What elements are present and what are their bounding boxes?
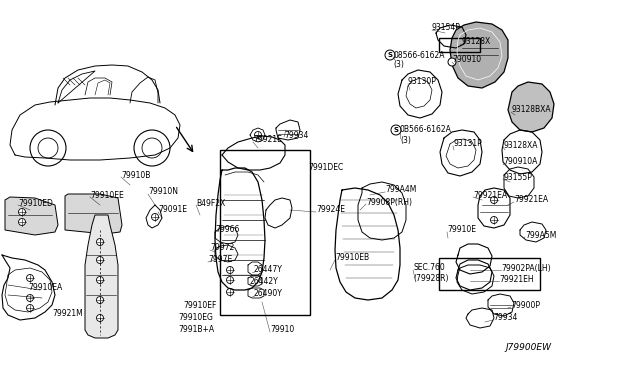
Text: 79934: 79934 [284,131,308,140]
Text: 08566-6162A: 08566-6162A [393,51,445,60]
Text: 79972: 79972 [210,244,234,253]
Text: 79910EE: 79910EE [90,190,124,199]
Text: 79921EH: 79921EH [499,275,534,283]
Text: 79910ED: 79910ED [18,199,53,208]
Text: S: S [394,127,399,133]
Circle shape [391,125,401,135]
Text: 93154P: 93154P [432,23,461,32]
Text: 79910EG: 79910EG [178,314,213,323]
Circle shape [97,276,104,283]
Circle shape [385,50,395,60]
Text: 79910B: 79910B [121,170,150,180]
Text: 799A5M: 799A5M [525,231,556,240]
Text: (3): (3) [400,135,411,144]
Circle shape [490,196,497,203]
Polygon shape [450,22,508,88]
Text: 79910EF: 79910EF [183,301,216,311]
Text: 790910A: 790910A [503,157,538,167]
Text: 79924E: 79924E [316,205,345,215]
Circle shape [97,257,104,263]
Circle shape [19,208,26,215]
Text: 0B566-6162A: 0B566-6162A [400,125,452,135]
Text: 79934: 79934 [493,314,517,323]
Circle shape [227,289,234,295]
Text: 79921EA: 79921EA [473,190,507,199]
Circle shape [227,266,234,273]
Circle shape [30,130,66,166]
Text: 79091E: 79091E [158,205,187,215]
Circle shape [490,217,497,224]
Text: 7997E: 7997E [208,256,232,264]
Text: J79900EW: J79900EW [505,343,551,353]
Text: 7991DEC: 7991DEC [308,163,343,171]
Text: 93130P: 93130P [408,77,437,87]
Bar [220,150,310,315]
Text: 790910: 790910 [452,55,481,64]
Circle shape [38,138,58,158]
Circle shape [97,296,104,304]
Polygon shape [85,215,118,338]
Bar [439,258,540,290]
Text: 93128BXA: 93128BXA [511,106,550,115]
Text: 26490Y: 26490Y [254,289,283,298]
Text: 79908P(RH): 79908P(RH) [366,198,412,206]
Text: 26442Y: 26442Y [249,278,278,286]
Circle shape [97,314,104,321]
Text: B49F2X: B49F2X [196,199,225,208]
Circle shape [448,58,456,66]
Text: 93131P: 93131P [453,140,482,148]
Circle shape [19,218,26,225]
Circle shape [142,138,162,158]
Text: S: S [387,52,392,58]
Text: 79966: 79966 [215,225,239,234]
Text: 93155P: 93155P [503,173,532,182]
Text: 79910EB: 79910EB [335,253,369,263]
Polygon shape [508,82,554,132]
Text: (79928R): (79928R) [413,273,449,282]
Circle shape [26,295,33,301]
Text: 79910N: 79910N [148,187,178,196]
Text: 26447Y: 26447Y [254,266,283,275]
Text: 79900P: 79900P [511,301,540,310]
Circle shape [26,275,33,282]
Text: 7991B+A: 7991B+A [178,326,214,334]
Text: SEC.760: SEC.760 [413,263,445,273]
Circle shape [227,276,234,283]
Circle shape [97,238,104,246]
Text: 79910EA: 79910EA [28,282,62,292]
Text: 79902PA(LH): 79902PA(LH) [501,263,550,273]
Circle shape [152,214,159,221]
Text: 93128XA: 93128XA [503,141,538,150]
Text: 79921E: 79921E [253,135,282,144]
Text: 79910E: 79910E [447,225,476,234]
Text: 79921M: 79921M [52,308,83,317]
Bar [439,38,480,52]
Polygon shape [5,197,58,235]
Text: 799A4M: 799A4M [385,186,417,195]
Text: 79921EA: 79921EA [514,196,548,205]
Text: (3): (3) [393,61,404,70]
Text: 79910: 79910 [270,326,294,334]
Circle shape [255,131,262,138]
Text: 93128X: 93128X [461,38,490,46]
Circle shape [134,130,170,166]
Polygon shape [65,194,122,234]
Circle shape [26,305,33,311]
